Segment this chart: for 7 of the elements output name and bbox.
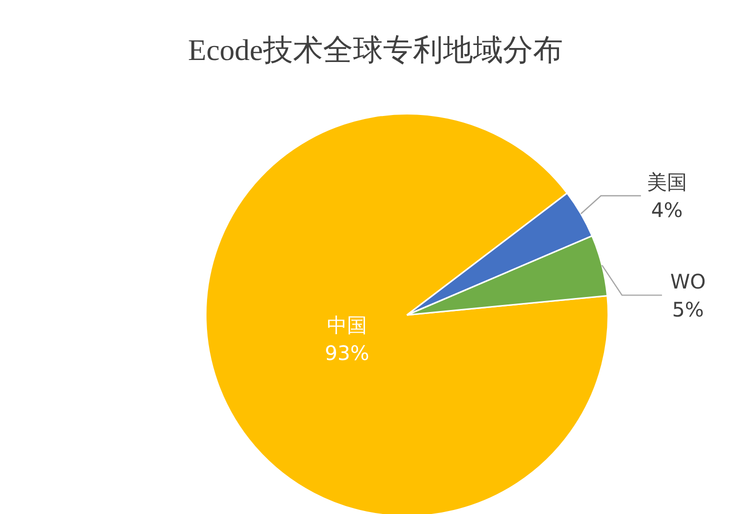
slice-label: WO bbox=[670, 269, 706, 294]
data-label: 4% bbox=[651, 198, 683, 222]
data-label: 5% bbox=[672, 297, 704, 322]
slice-label: 中国 bbox=[327, 313, 367, 338]
slice-label: 美国 bbox=[646, 170, 687, 194]
chart-title: Ecode技术全球专利地域分布 bbox=[187, 33, 564, 69]
data-label: 93% bbox=[324, 341, 370, 366]
